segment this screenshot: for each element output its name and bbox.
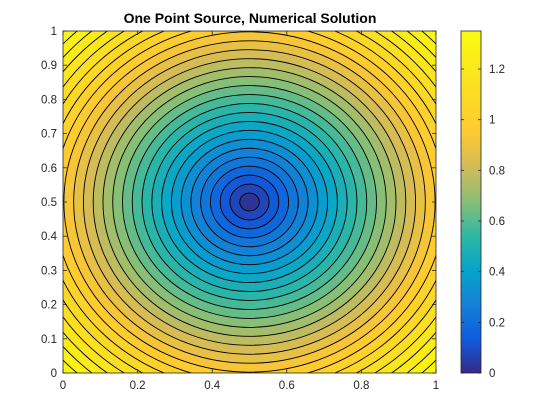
colorbar-tick-label: 0 xyxy=(489,368,495,380)
colorbar-tick-label: 0.8 xyxy=(489,165,505,177)
x-tick-label: 0 xyxy=(60,380,66,392)
colorbar-gradient xyxy=(461,31,481,373)
colorbar-tick-label: 0.6 xyxy=(489,216,505,228)
chart-title: One Point Source, Numerical Solution xyxy=(124,10,377,26)
x-tick-label: 0.2 xyxy=(130,380,146,392)
colorbar-tick-label: 1 xyxy=(489,115,495,127)
y-tick-label: 0.9 xyxy=(41,60,57,72)
y-tick-label: 0.3 xyxy=(41,265,57,277)
y-tick-label: 0 xyxy=(51,368,57,380)
colorbar-tick-label: 1.2 xyxy=(489,64,505,76)
y-tick-label: 1 xyxy=(51,26,57,38)
y-tick-label: 0.5 xyxy=(41,197,57,209)
y-tick-label: 0.2 xyxy=(41,300,57,312)
x-tick-label: 1 xyxy=(433,380,439,392)
x-tick-label: 0.8 xyxy=(353,380,369,392)
colorbar-tick-label: 0.4 xyxy=(489,267,506,279)
colorbar: 0 0.2 0.4 0.6 0.8 1 1.2 xyxy=(461,31,506,380)
y-tick-label: 0.4 xyxy=(41,231,58,243)
y-tick-label: 0.7 xyxy=(41,129,57,141)
colorbar-tick-label: 0.2 xyxy=(489,317,505,329)
y-tick-label: 0.8 xyxy=(41,94,57,106)
x-tick-label: 0.4 xyxy=(204,380,221,392)
y-tick-label: 0.6 xyxy=(41,163,57,175)
x-tick-label: 0.6 xyxy=(279,380,295,392)
y-tick-label: 0.1 xyxy=(41,334,57,346)
